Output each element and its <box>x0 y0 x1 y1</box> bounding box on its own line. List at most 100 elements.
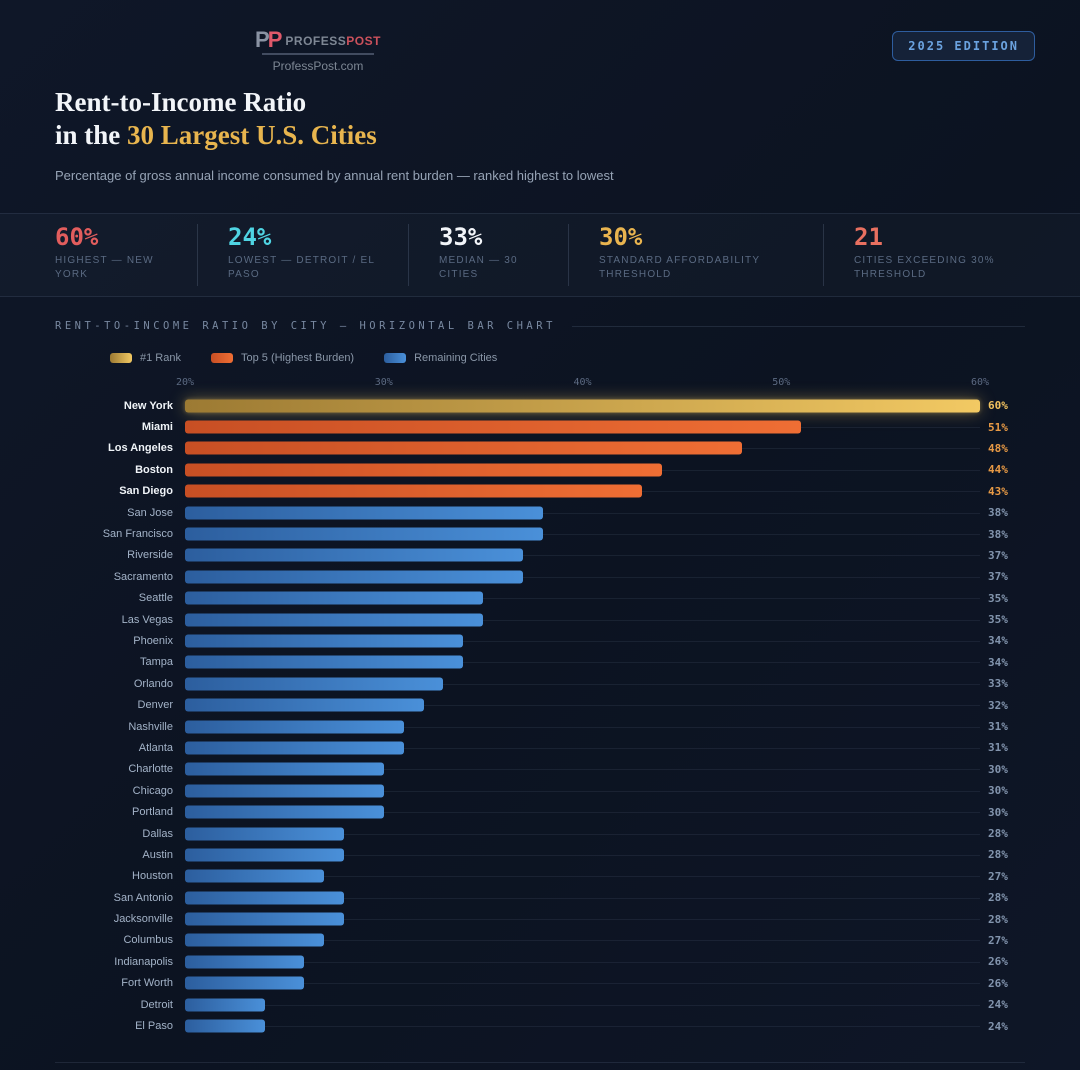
bar-value: 60% <box>988 399 1008 413</box>
bar-track-area <box>185 588 980 609</box>
stat-cell: 33% MEDIAN — 30 CITIES <box>408 224 568 286</box>
row-track <box>185 769 980 771</box>
row-track <box>185 619 980 621</box>
bar-row: Austin 28% <box>55 844 1025 865</box>
bar <box>185 955 305 969</box>
title-line2-prefix: in the <box>55 120 128 150</box>
bar <box>185 848 344 862</box>
bar <box>185 655 464 669</box>
bar-value: 24% <box>988 1019 1008 1033</box>
bar-track-area <box>185 395 980 416</box>
row-track <box>185 534 980 536</box>
stat-cell: 30% STANDARD AFFORDABILITY THRESHOLD <box>568 224 823 286</box>
legend-item: Remaining Cities <box>384 352 497 364</box>
row-track <box>185 919 980 921</box>
bar <box>185 484 643 498</box>
bar-value: 26% <box>988 955 1008 969</box>
bar-track-area <box>185 609 980 630</box>
bar-track-area <box>185 780 980 801</box>
city-label: San Antonio <box>113 891 173 904</box>
bar-value: 28% <box>988 891 1008 905</box>
row-track <box>185 726 980 728</box>
axis-tick: 60% <box>970 377 990 388</box>
city-label: Columbus <box>123 934 173 947</box>
bar-row: Denver 32% <box>55 694 1025 715</box>
city-label: Denver <box>137 699 173 712</box>
row-track <box>185 512 980 514</box>
bar-track-area <box>185 759 980 780</box>
bar-row: Detroit 24% <box>55 994 1025 1015</box>
row-track <box>185 833 980 835</box>
stat-label: CITIES EXCEEDING 30% THRESHOLD <box>854 255 995 280</box>
city-label: Riverside <box>127 549 173 562</box>
city-label: Tampa <box>139 656 173 669</box>
axis-tick: 50% <box>772 377 791 388</box>
bar-track-area <box>185 481 980 502</box>
bar <box>185 548 523 562</box>
legend-label: Remaining Cities <box>414 352 498 364</box>
bar-value: 28% <box>988 912 1008 926</box>
row-track <box>185 812 980 814</box>
bar-row: Charlotte 30% <box>55 759 1025 780</box>
city-label: Nashville <box>128 720 173 733</box>
bar <box>185 784 384 798</box>
bar-row: Fort Worth 26% <box>55 973 1025 994</box>
bar-row: Portland 30% <box>55 801 1025 822</box>
row-track <box>185 854 980 856</box>
bar-value: 34% <box>988 655 1008 669</box>
bar <box>185 441 742 455</box>
stat-label: STANDARD AFFORDABILITY THRESHOLD <box>599 255 761 280</box>
bar-track-area <box>185 566 980 587</box>
city-label: Portland <box>132 806 173 819</box>
footer-divider <box>55 1062 1025 1063</box>
stat-label: LOWEST — DETROIT / EL PASO <box>228 255 375 280</box>
row-track <box>185 683 980 685</box>
bar <box>185 998 265 1012</box>
bar-track-area <box>185 973 980 994</box>
bar-value: 27% <box>988 869 1008 883</box>
bar-track-area <box>185 502 980 523</box>
bar-track-area <box>185 844 980 865</box>
row-track <box>185 576 980 578</box>
row-track <box>185 961 980 963</box>
bar-value: 35% <box>988 613 1008 627</box>
bar-value: 35% <box>988 591 1008 605</box>
axis-tick: 20% <box>175 377 195 388</box>
legend-label: Top 5 (Highest Burden) <box>240 352 355 364</box>
stat-value: 60% <box>55 223 99 251</box>
stat-value: 33% <box>439 223 483 251</box>
bar <box>185 827 344 840</box>
bar-track-area <box>185 930 980 951</box>
row-track <box>185 897 980 899</box>
row-track <box>185 1026 980 1028</box>
bar-row: Atlanta 31% <box>55 737 1025 758</box>
bar-value: 27% <box>988 933 1008 947</box>
bar <box>185 912 344 926</box>
bar-row: San Antonio 28% <box>55 887 1025 908</box>
bar-value: 37% <box>988 548 1008 562</box>
bar-rows: New York 60% Miami 51% Los Angeles 48% Boston 4… <box>55 395 1025 1037</box>
bar-row: Seattle 35% <box>55 588 1025 609</box>
logo-wordmark: PROFESSPOST <box>285 34 381 48</box>
legend-swatch-top5 <box>210 353 233 363</box>
bar <box>185 463 662 477</box>
bar <box>185 720 404 734</box>
bar-row: Dallas 28% <box>55 823 1025 844</box>
bar-track-area <box>185 866 980 887</box>
bar-value: 24% <box>988 998 1008 1012</box>
bar-row: Boston 44% <box>55 459 1025 480</box>
bar-value: 34% <box>988 634 1008 648</box>
city-label: Phoenix <box>133 634 173 647</box>
bar <box>185 399 980 413</box>
row-track <box>185 705 980 707</box>
bar <box>185 570 523 584</box>
stat-value: 21 <box>854 223 883 251</box>
bar <box>185 805 384 819</box>
row-track <box>185 747 980 749</box>
logo: PP PROFESSPOST ProfessPost.com <box>255 29 380 74</box>
bar <box>185 613 484 627</box>
bar-row: Nashville 31% <box>55 716 1025 737</box>
bar-track-area <box>185 801 980 822</box>
bar-track-area <box>185 908 980 929</box>
bar <box>185 420 802 434</box>
